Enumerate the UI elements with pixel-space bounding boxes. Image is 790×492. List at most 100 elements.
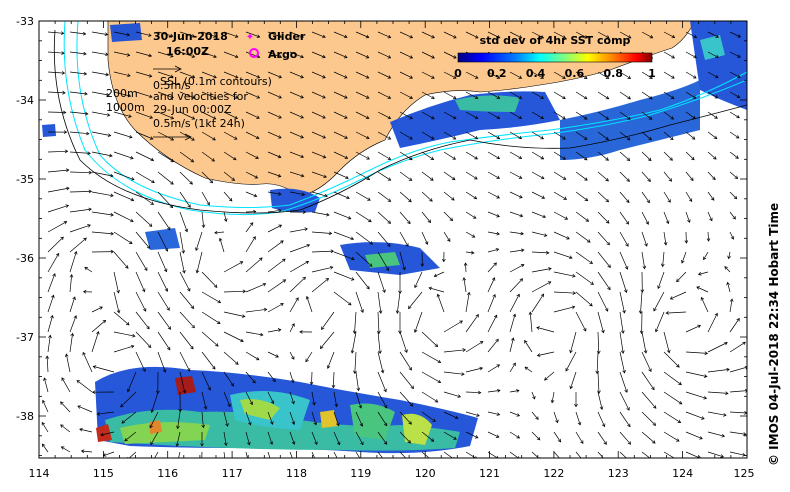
velocity-arrow [69, 131, 89, 135]
velocity-arrowhead [724, 341, 728, 346]
velocity-arrow [157, 331, 171, 350]
velocity-arrowhead [452, 136, 457, 140]
velocity-arrowhead [169, 204, 174, 209]
velocity-arrowhead [474, 176, 478, 180]
velocity-arrow [103, 451, 115, 457]
glider-label: Glider [268, 30, 306, 43]
velocity-arrow [619, 191, 630, 203]
velocity-arrowhead [647, 157, 652, 162]
velocity-arrow [267, 209, 282, 213]
velocity-arrow [267, 351, 279, 358]
velocity-arrow [61, 377, 71, 393]
velocity-arrowhead [409, 95, 414, 99]
velocity-arrow [178, 451, 181, 458]
velocity-arrowhead [212, 137, 216, 141]
velocity-arrowhead [300, 54, 304, 59]
velocity-arrowhead [300, 134, 304, 139]
velocity-arrowhead [217, 299, 222, 304]
velocity-arrowhead [191, 116, 196, 120]
velocity-arrow [575, 31, 588, 39]
velocity-arrowhead [562, 136, 566, 140]
velocity-arrowhead [212, 366, 216, 370]
velocity-arrow [289, 191, 305, 196]
velocity-arrow [69, 71, 87, 75]
velocity-arrowhead [732, 215, 736, 220]
velocity-arrowhead [190, 158, 195, 163]
velocity-arrow [289, 351, 295, 360]
velocity-arrowhead [184, 228, 189, 233]
velocity-arrowhead [744, 388, 747, 393]
velocity-arrowhead [703, 256, 707, 261]
velocity-arrowhead [451, 176, 456, 181]
velocity-arrowhead [149, 136, 154, 140]
velocity-arrow [509, 111, 522, 119]
velocity-arrow [707, 31, 719, 38]
velocity-arrow [267, 71, 282, 78]
velocity-arrow [685, 31, 697, 38]
velocity-arrowhead [453, 35, 457, 39]
velocity-arrowhead [518, 75, 523, 79]
velocity-arrowhead [214, 230, 218, 235]
velocity-arrowhead [518, 115, 523, 120]
velocity-arrow [509, 91, 522, 99]
velocity-arrowhead [387, 115, 392, 120]
velocity-arrow [113, 71, 131, 77]
velocity-arrowhead [584, 177, 588, 181]
velocity-arrow [509, 31, 522, 39]
land-mass [107, 21, 696, 197]
velocity-arrow [641, 91, 653, 100]
velocity-arrowhead [148, 74, 153, 78]
velocity-arrow [135, 171, 155, 184]
velocity-arrow [135, 291, 147, 312]
velocity-arrow [531, 131, 544, 140]
velocity-arrowhead [669, 157, 673, 161]
velocity-arrow [289, 244, 310, 253]
velocity-arrow [289, 323, 295, 333]
velocity-arrowhead [605, 35, 610, 39]
velocity-arrowhead [605, 96, 610, 100]
velocity-arrowhead [479, 341, 484, 345]
velocity-arrow [597, 131, 609, 140]
velocity-arrowhead [713, 135, 718, 140]
velocity-arrowhead [300, 173, 305, 178]
velocity-arrowhead [234, 54, 239, 59]
velocity-arrowhead [256, 34, 261, 38]
velocity-arrow [223, 111, 238, 119]
velocity-arrow [223, 290, 246, 293]
velocity-arrow [465, 431, 479, 439]
velocity-arrow [408, 291, 423, 309]
velocity-arrow [377, 111, 391, 119]
velocity-arrow [421, 171, 434, 181]
velocity-arrow [641, 71, 653, 79]
velocity-arrowhead [124, 265, 129, 269]
velocity-arrow [245, 71, 260, 78]
velocity-arrow [214, 231, 225, 234]
velocity-arrow [641, 231, 648, 247]
velocity-arrowhead [336, 441, 341, 446]
velocity-arrowhead [87, 151, 91, 156]
velocity-arrowhead [387, 75, 392, 79]
velocity-arrow [91, 320, 106, 333]
velocity-arrowhead [315, 461, 318, 464]
velocity-arrowhead [473, 195, 478, 200]
velocity-arrow [670, 291, 687, 300]
velocity-arrow [443, 431, 457, 440]
velocity-arrow [267, 303, 284, 313]
velocity-arrowhead [607, 286, 611, 291]
velocity-arrowhead [345, 175, 349, 180]
velocity-arrow [267, 171, 281, 177]
velocity-arrow [91, 191, 114, 197]
velocity-arrowhead [121, 420, 126, 424]
velocity-arrow [245, 171, 258, 179]
velocity-arrowhead [605, 116, 610, 120]
velocity-arrowhead [322, 95, 326, 99]
velocity-arrow [553, 451, 560, 458]
velocity-arrowhead [84, 91, 88, 96]
velocity-arrowhead [48, 334, 52, 339]
velocity-arrowhead [82, 31, 87, 36]
velocity-arrow [553, 251, 573, 259]
velocity-arrow [553, 231, 570, 240]
map-date: 30-Jun-2018 [153, 30, 228, 43]
velocity-arrowhead [545, 250, 550, 255]
velocity-arrow [47, 51, 65, 54]
